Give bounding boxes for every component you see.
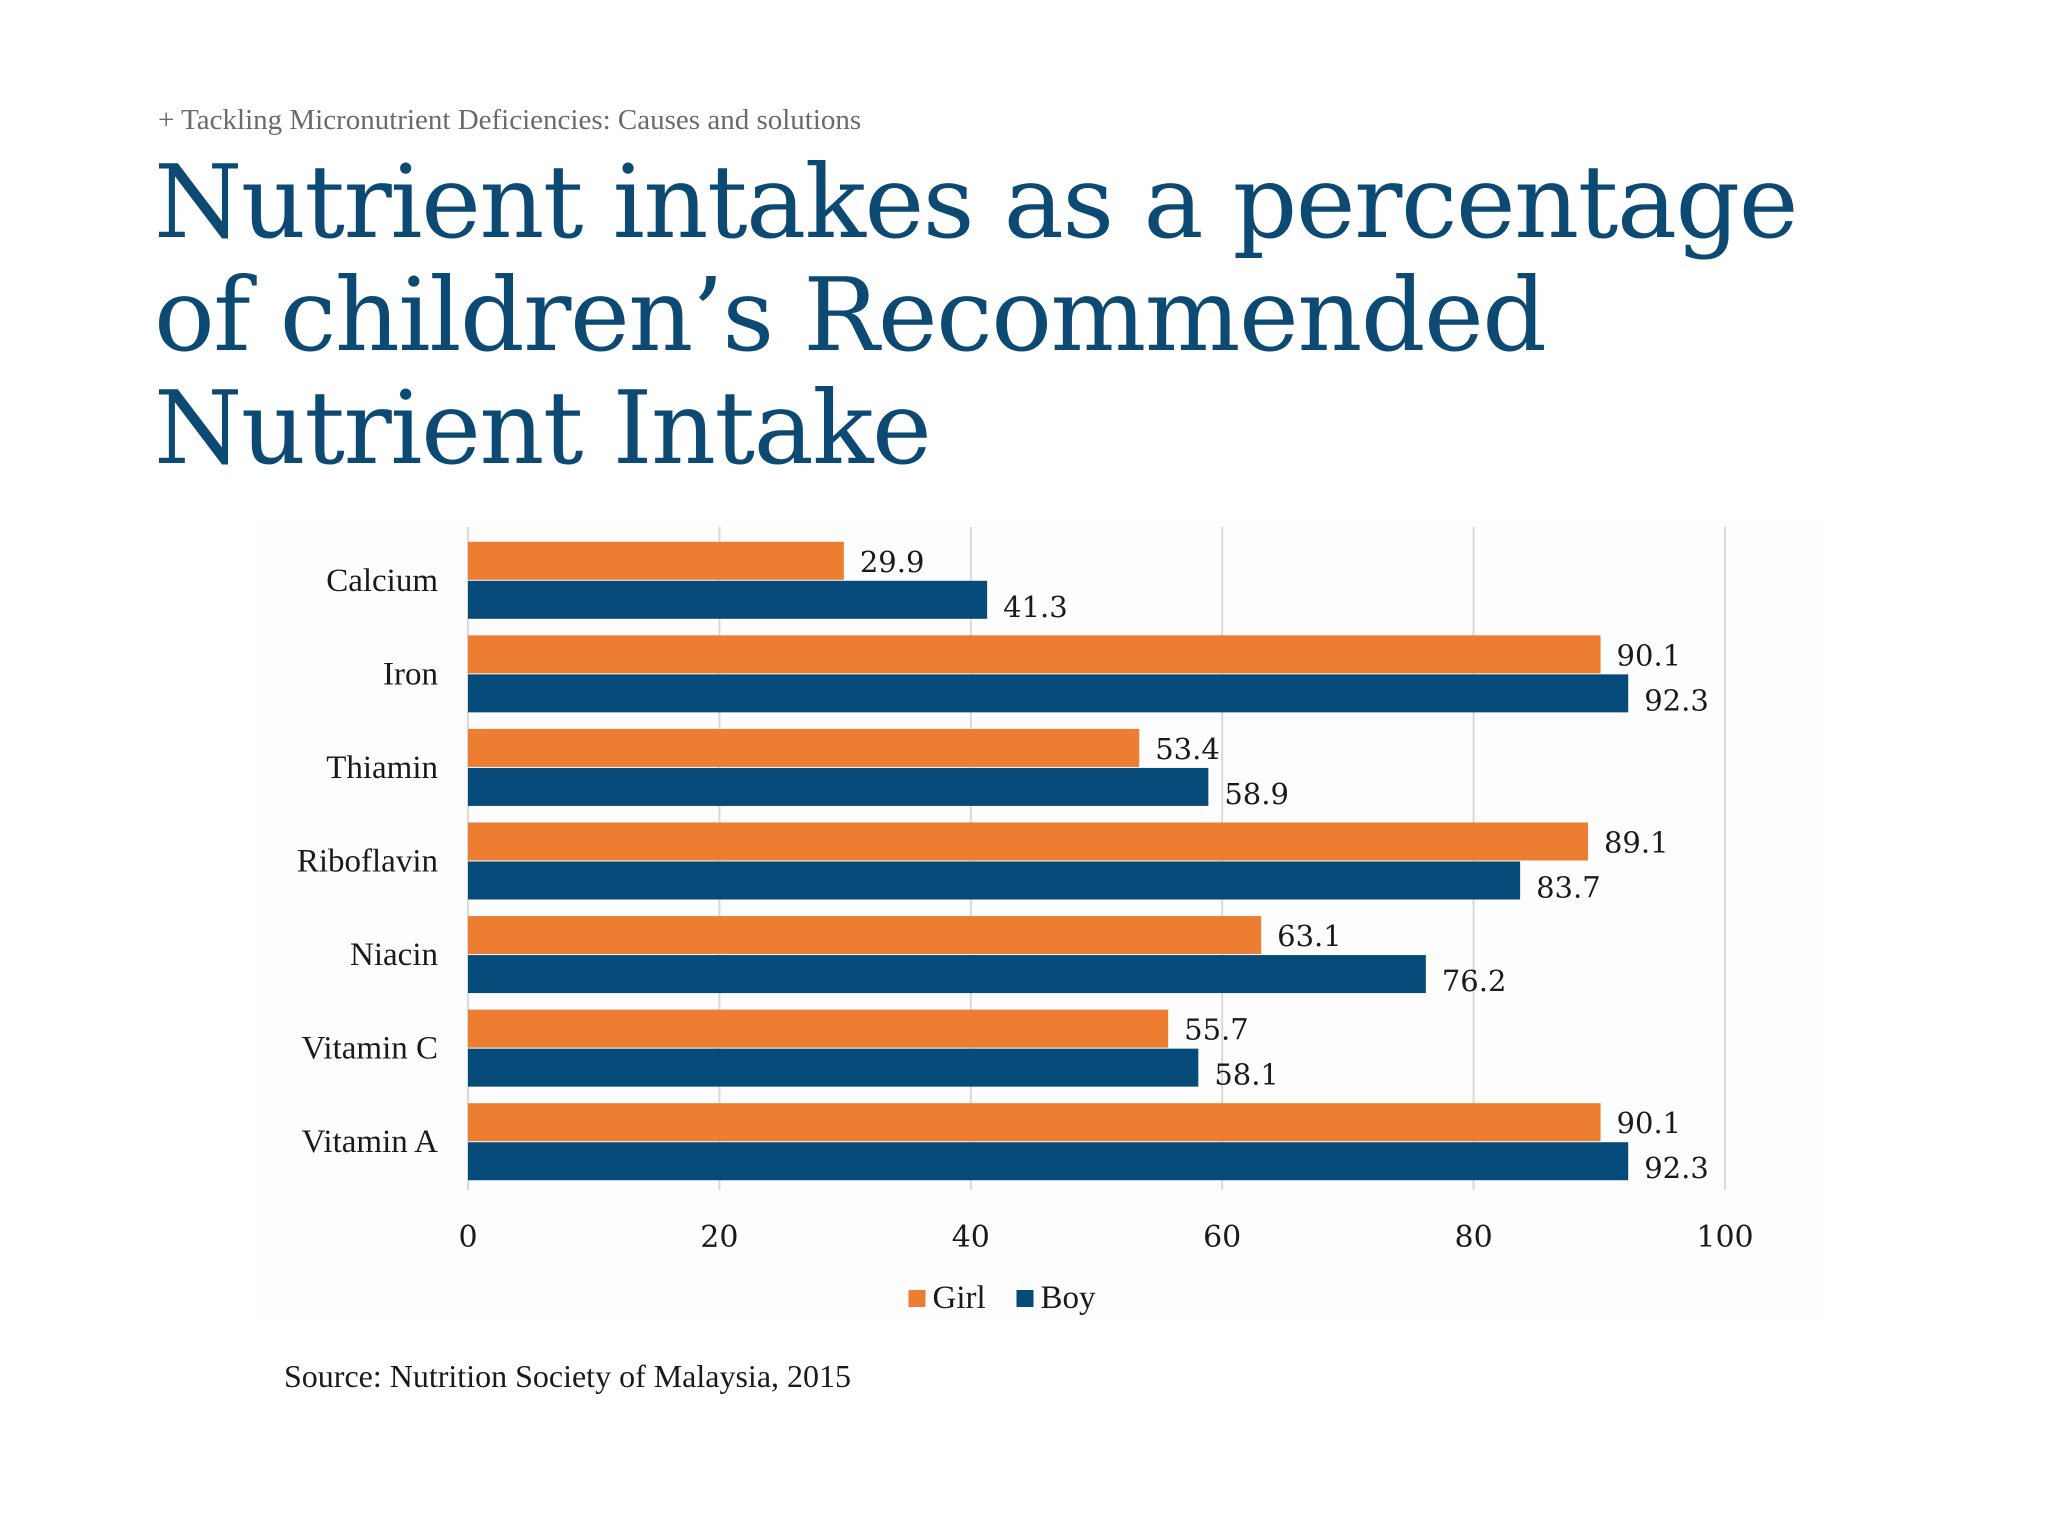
bar-boy (468, 580, 988, 619)
bar-boy (468, 955, 1426, 994)
x-tick-label: 40 (952, 1220, 990, 1255)
data-label-girl: 89.1 (1604, 826, 1669, 860)
data-label-boy: 58.1 (1214, 1058, 1279, 1092)
legend-label-boy: Boy (1041, 1280, 1097, 1316)
x-tick-label: 80 (1455, 1220, 1493, 1255)
bar-chart: 0 20 40 60 80 100 Calcium 29.9 41.3 Iron 90.1 92.3 T… (297, 527, 1754, 1316)
chart-area: 0 20 40 60 80 100 Calcium 29.9 41.3 Iron 90.1 92.3 T… (260, 520, 1820, 1320)
data-label-girl: 63.1 (1277, 919, 1342, 953)
data-label-boy: 58.9 (1224, 777, 1289, 811)
bar-girl (468, 916, 1262, 955)
x-tick-label: 100 (1696, 1220, 1753, 1255)
data-label-boy: 92.3 (1644, 1151, 1709, 1185)
category-label: Niacin (350, 937, 438, 973)
category-label: Vitamin C (302, 1031, 438, 1067)
legend-swatch-girl (908, 1290, 926, 1307)
data-label-boy: 92.3 (1644, 683, 1709, 717)
bar-boy (468, 1142, 1629, 1181)
data-label-boy: 41.3 (1003, 590, 1068, 624)
chart-title: Nutrient intakes as a percentage of chil… (154, 143, 1798, 487)
bar-girl (468, 1009, 1169, 1048)
data-label-girl: 55.7 (1184, 1013, 1249, 1047)
category-label: Riboflavin (297, 844, 438, 880)
bar-girl (468, 1103, 1601, 1142)
bar-boy (468, 674, 1629, 713)
x-tick-label: 60 (1203, 1220, 1241, 1255)
category-label: Iron (383, 656, 438, 692)
data-label-boy: 83.7 (1536, 871, 1601, 905)
x-tick-label: 20 (700, 1220, 738, 1255)
bar-girl (468, 822, 1588, 861)
bar-boy (468, 1048, 1199, 1087)
bar-boy (468, 767, 1209, 806)
bar-girl (468, 728, 1140, 767)
kicker-text: + Tackling Micronutrient Deficiencies: C… (158, 104, 862, 136)
bar-girl (468, 635, 1601, 674)
data-label-boy: 76.2 (1442, 964, 1507, 998)
category-label: Thiamin (326, 750, 438, 786)
data-label-girl: 90.1 (1617, 638, 1682, 672)
category-label: Vitamin A (302, 1124, 439, 1160)
legend-swatch-boy (1016, 1290, 1034, 1307)
category-label: Calcium (326, 563, 438, 599)
data-label-girl: 29.9 (860, 545, 925, 579)
data-label-girl: 90.1 (1617, 1106, 1682, 1140)
source-note: Source: Nutrition Society of Malaysia, 2… (284, 1358, 852, 1394)
bar-girl (468, 541, 844, 580)
data-label-girl: 53.4 (1155, 732, 1220, 766)
legend-label-girl: Girl (933, 1280, 986, 1316)
bar-boy (468, 861, 1521, 900)
x-tick-label: 0 (458, 1220, 477, 1255)
